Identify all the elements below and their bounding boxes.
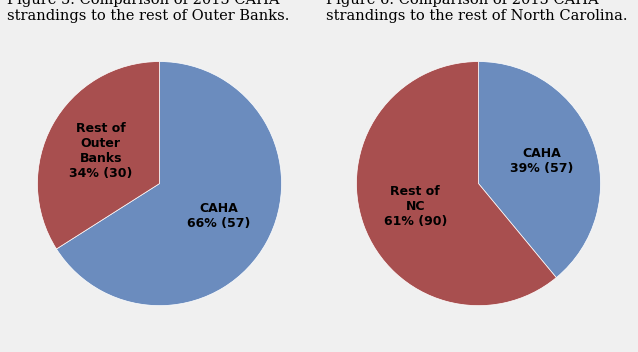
Text: Rest of
Outer
Banks
34% (30): Rest of Outer Banks 34% (30) <box>69 122 132 180</box>
Text: Figure 5. Comparison of 2015 CAHA
strandings to the rest of Outer Banks.: Figure 5. Comparison of 2015 CAHA strand… <box>7 0 289 23</box>
Wedge shape <box>357 62 556 306</box>
Text: CAHA
66% (57): CAHA 66% (57) <box>187 202 250 230</box>
Text: Rest of
NC
61% (90): Rest of NC 61% (90) <box>383 185 447 228</box>
Text: Figure 6. Comparison of 2015 CAHA
strandings to the rest of North Carolina.: Figure 6. Comparison of 2015 CAHA strand… <box>326 0 627 23</box>
Wedge shape <box>56 62 281 306</box>
Wedge shape <box>38 62 160 249</box>
Text: CAHA
39% (57): CAHA 39% (57) <box>510 147 574 175</box>
Wedge shape <box>478 62 600 278</box>
